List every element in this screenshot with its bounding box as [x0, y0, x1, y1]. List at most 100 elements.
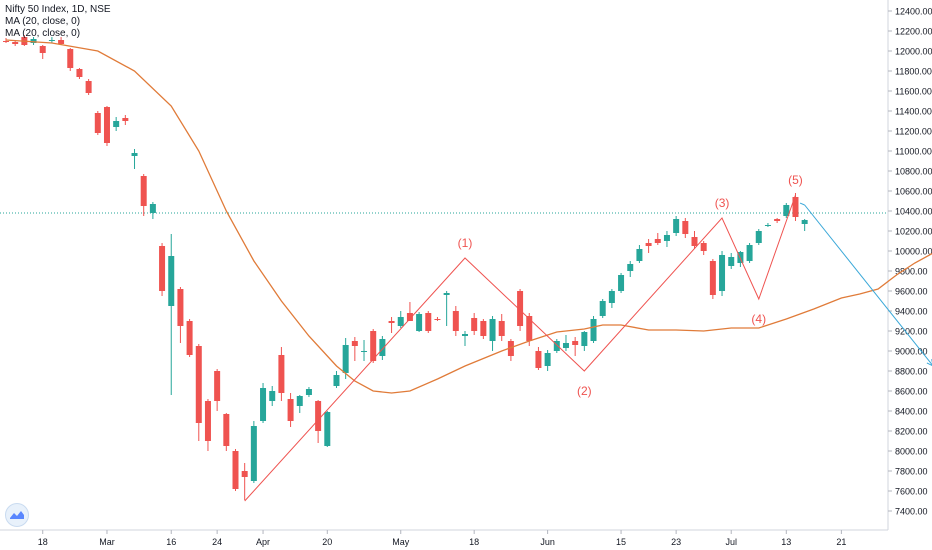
candle-body[interactable] — [443, 293, 450, 295]
candle-body[interactable] — [406, 313, 413, 321]
elliott-wave-line[interactable] — [244, 194, 796, 502]
candle-body[interactable] — [719, 255, 726, 291]
candle-body[interactable] — [103, 107, 110, 143]
candle-body[interactable] — [480, 321, 487, 336]
candle-body[interactable] — [452, 311, 459, 331]
candle-body[interactable] — [149, 204, 156, 213]
x-tick-label: Jun — [540, 537, 555, 547]
candle-body[interactable] — [700, 243, 707, 251]
candle-body[interactable] — [645, 243, 652, 246]
candle-body[interactable] — [691, 237, 698, 246]
candle-body[interactable] — [296, 396, 303, 406]
candle-body[interactable] — [177, 289, 184, 326]
candle-body[interactable] — [67, 49, 74, 68]
candle-body[interactable] — [260, 388, 267, 421]
candle-body[interactable] — [370, 331, 377, 361]
y-tick-label: 7400.00 — [895, 507, 928, 517]
candle-body[interactable] — [113, 121, 120, 127]
candle-body[interactable] — [801, 220, 808, 224]
candle-body[interactable] — [278, 355, 285, 393]
candle-body[interactable] — [618, 275, 625, 291]
candle-body[interactable] — [361, 351, 368, 352]
candle-body[interactable] — [122, 118, 129, 121]
candle-body[interactable] — [517, 291, 524, 326]
candle-body[interactable] — [204, 401, 211, 441]
candle-body[interactable] — [562, 343, 569, 348]
candle-body[interactable] — [728, 257, 735, 266]
candle-body[interactable] — [379, 339, 386, 356]
candle-body[interactable] — [471, 318, 478, 331]
candle-body[interactable] — [636, 249, 643, 261]
candle-body[interactable] — [287, 399, 294, 421]
candle-body[interactable] — [241, 471, 248, 477]
candle-body[interactable] — [764, 225, 771, 226]
candle-body[interactable] — [223, 414, 230, 446]
candle-body[interactable] — [324, 412, 331, 446]
candle-body[interactable] — [250, 426, 257, 481]
candle-body[interactable] — [553, 341, 560, 351]
moving-average-line[interactable] — [5, 39, 932, 394]
candle-body[interactable] — [214, 371, 221, 401]
candle-body[interactable] — [507, 341, 514, 356]
candle-body[interactable] — [462, 334, 468, 336]
y-tick-label: 9600.00 — [895, 287, 928, 297]
candle-body[interactable] — [397, 317, 404, 326]
candle-body[interactable] — [39, 46, 46, 53]
candle-body[interactable] — [168, 256, 175, 306]
candle-body[interactable] — [673, 219, 680, 233]
candle-body[interactable] — [434, 319, 441, 320]
candle-body[interactable] — [489, 319, 496, 341]
legend-title[interactable]: Nifty 50 Index, 1D, NSE — [5, 4, 111, 15]
candle-body[interactable] — [599, 301, 606, 316]
candle-body[interactable] — [416, 314, 423, 331]
candle-body[interactable] — [746, 245, 753, 261]
candle-body[interactable] — [682, 221, 689, 234]
candle-body[interactable] — [333, 375, 340, 386]
candle-body[interactable] — [709, 261, 716, 295]
candle-body[interactable] — [526, 316, 533, 341]
candle-body[interactable] — [572, 341, 579, 345]
candle-body[interactable] — [425, 313, 432, 331]
candle-body[interactable] — [498, 321, 505, 336]
candle-body[interactable] — [3, 41, 9, 42]
projection-arrow-line[interactable] — [804, 204, 932, 366]
candle-body[interactable] — [755, 231, 762, 243]
candle-body[interactable] — [535, 351, 542, 368]
candle-body[interactable] — [792, 197, 799, 217]
candle-body[interactable] — [608, 291, 615, 303]
candle-body[interactable] — [342, 345, 349, 373]
candle-body[interactable] — [305, 389, 312, 395]
candle-body[interactable] — [544, 353, 551, 366]
candle-body[interactable] — [186, 321, 193, 355]
candle-body[interactable] — [94, 113, 101, 133]
candle-body[interactable] — [12, 42, 19, 44]
candle-body[interactable] — [654, 239, 661, 243]
candle-body[interactable] — [85, 81, 92, 93]
candle-body[interactable] — [590, 319, 597, 341]
candle-body[interactable] — [48, 40, 55, 41]
y-tick-label: 10400.00 — [895, 207, 932, 217]
tradingview-logo-icon[interactable] — [5, 503, 29, 527]
candle-body[interactable] — [159, 246, 166, 291]
candle-body[interactable] — [783, 205, 790, 216]
candle-body[interactable] — [388, 321, 395, 323]
candle-body[interactable] — [315, 401, 322, 431]
candle-body[interactable] — [351, 341, 358, 346]
candle-body[interactable] — [58, 40, 65, 44]
candle-body[interactable] — [76, 69, 83, 77]
candle-body[interactable] — [195, 346, 202, 423]
candle-body[interactable] — [30, 39, 37, 43]
candle-body[interactable] — [663, 235, 670, 241]
candle-body[interactable] — [581, 332, 588, 346]
candle-body[interactable] — [627, 264, 634, 271]
candle-body[interactable] — [140, 176, 147, 206]
candle-body[interactable] — [269, 391, 276, 401]
candle-body[interactable] — [774, 219, 781, 221]
legend-ma-1[interactable]: MA (20, close, 0) — [5, 16, 81, 27]
candle-body[interactable] — [232, 451, 239, 489]
wave-label: (4) — [751, 312, 766, 326]
candle-body[interactable] — [131, 153, 138, 156]
legend-ma-2[interactable]: MA (20, close, 0) — [5, 28, 81, 39]
